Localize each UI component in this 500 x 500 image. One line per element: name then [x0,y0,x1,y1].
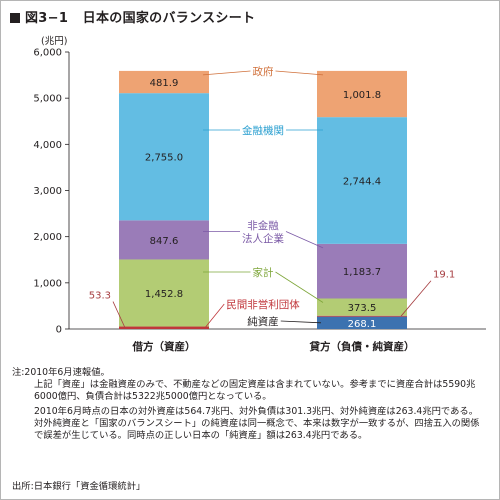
title-text: 日本の国家のバランスシート [82,11,256,26]
leader-line [112,301,126,328]
bar-segment [317,117,407,244]
bar-segment [119,220,209,260]
category-label: 貸方（負債・純資産） [309,340,415,353]
series-label: 金融機関 [242,124,284,137]
balance-sheet-chart: (兆円) 0 1,000 2,000 3,000 4,000 5,000 6,000 借方（資産… [33,36,486,353]
data-label: 847.6 [150,236,179,247]
bar-segment [119,326,209,329]
series-label: 家計 [253,266,274,279]
y-tick-label: 6,000 [33,48,62,59]
series-label: 政府 [253,65,274,78]
series-label: 法人企業 [242,232,284,245]
y-tick-label: 5,000 [33,94,62,105]
data-label: 1,001.8 [343,90,381,101]
bar-segment [119,93,209,221]
series-label: 純資産 [247,315,279,328]
y-tick-label: 1,000 [33,278,62,289]
note-head: 注:2010年6月速報値。 [12,367,110,378]
series-leader-line [275,70,324,76]
data-label: 268.1 [348,319,377,330]
bar-segment [317,315,407,317]
figure-title: 図3−1 日本の国家のバランスシート [10,7,255,26]
bar-segment [119,259,209,327]
data-label: 1,452.8 [145,289,183,300]
bar-segment [317,316,407,329]
series-leader-line [202,70,251,76]
data-label: 481.9 [150,78,179,89]
y-tick-label: 3,000 [33,186,62,197]
series-leader-line [285,231,324,249]
y-tick-label: 2,000 [33,232,62,243]
note-paragraph-2: 2010年6月時点の日本の対外資産は564.7兆円、対外負債は301.3兆円、対… [34,406,480,441]
data-label: 19.1 [433,270,455,281]
y-tick-label: 4,000 [33,140,62,151]
data-label: 373.5 [348,303,377,314]
y-tick-label: 0 [56,325,62,336]
category-label: 借方（資産） [132,340,196,353]
bar-segment [317,70,407,118]
series-leader-line [280,320,322,324]
data-label: 2,755.0 [145,153,183,164]
leader-line [400,280,432,317]
bar-segment [317,243,407,299]
source-note: 出所:日本銀行「資金循環統計」 [12,481,146,492]
y-unit-label: (兆円) [41,36,67,47]
data-label: 2,744.4 [343,177,381,188]
note-paragraph-1: 上記「資産」は金融資産のみで、不動産などの固定資産は含まれていない。参考までに資… [34,379,476,402]
data-label: 53.3 [89,291,111,302]
title-square-icon [10,13,20,23]
series-label: 民間非営利団体 [226,298,300,311]
notes: 注:2010年6月速報値。 上記「資産」は金融資産のみで、不動産などの固定資産は… [12,367,492,442]
bar-segment [119,70,209,94]
series-label: 非金融 [247,219,279,232]
data-label: 1,183.7 [343,267,381,278]
figure-number: 図3−1 [25,11,69,26]
series-leader-line [204,303,225,329]
bar-segment [317,298,407,316]
series-leader-line [275,271,324,303]
